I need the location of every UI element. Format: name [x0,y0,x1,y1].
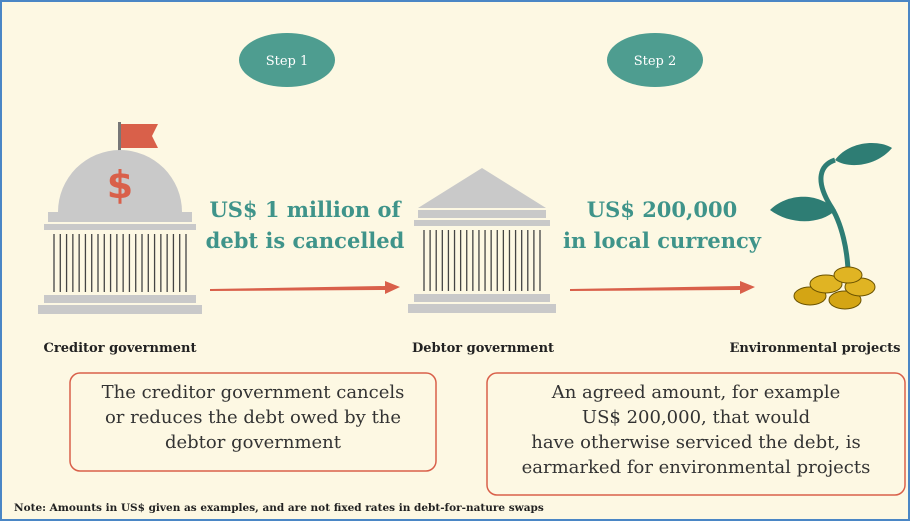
diagram: Step 1 Step 2 $ US$ 1 million of debt is… [0,0,910,521]
description-line: or reduces the debt owed by the [105,407,401,428]
description-line: US$ 200,000, that would [582,407,810,428]
step-label: Step 1 [266,54,309,69]
description-line: debtor government [165,432,342,453]
flow-text: debt is cancelled [206,228,405,253]
step-label: Step 2 [634,54,677,69]
description-line: earmarked for environmental projects [522,457,871,478]
node-label: Environmental projects [729,341,900,356]
note: Note: Amounts in US$ given as examples, … [14,502,544,514]
node-label: Debtor government [412,341,554,356]
description-line: The creditor government cancels [102,382,405,403]
node-label: Creditor government [44,341,197,356]
description-line: have otherwise serviced the debt, is [531,432,861,453]
flow-text: in local currency [563,228,762,253]
description-line: An agreed amount, for example [551,382,841,403]
dollar-sign: $ [107,163,133,207]
flow-text: US$ 1 million of [209,197,402,222]
flow-text: US$ 200,000 [587,197,737,222]
